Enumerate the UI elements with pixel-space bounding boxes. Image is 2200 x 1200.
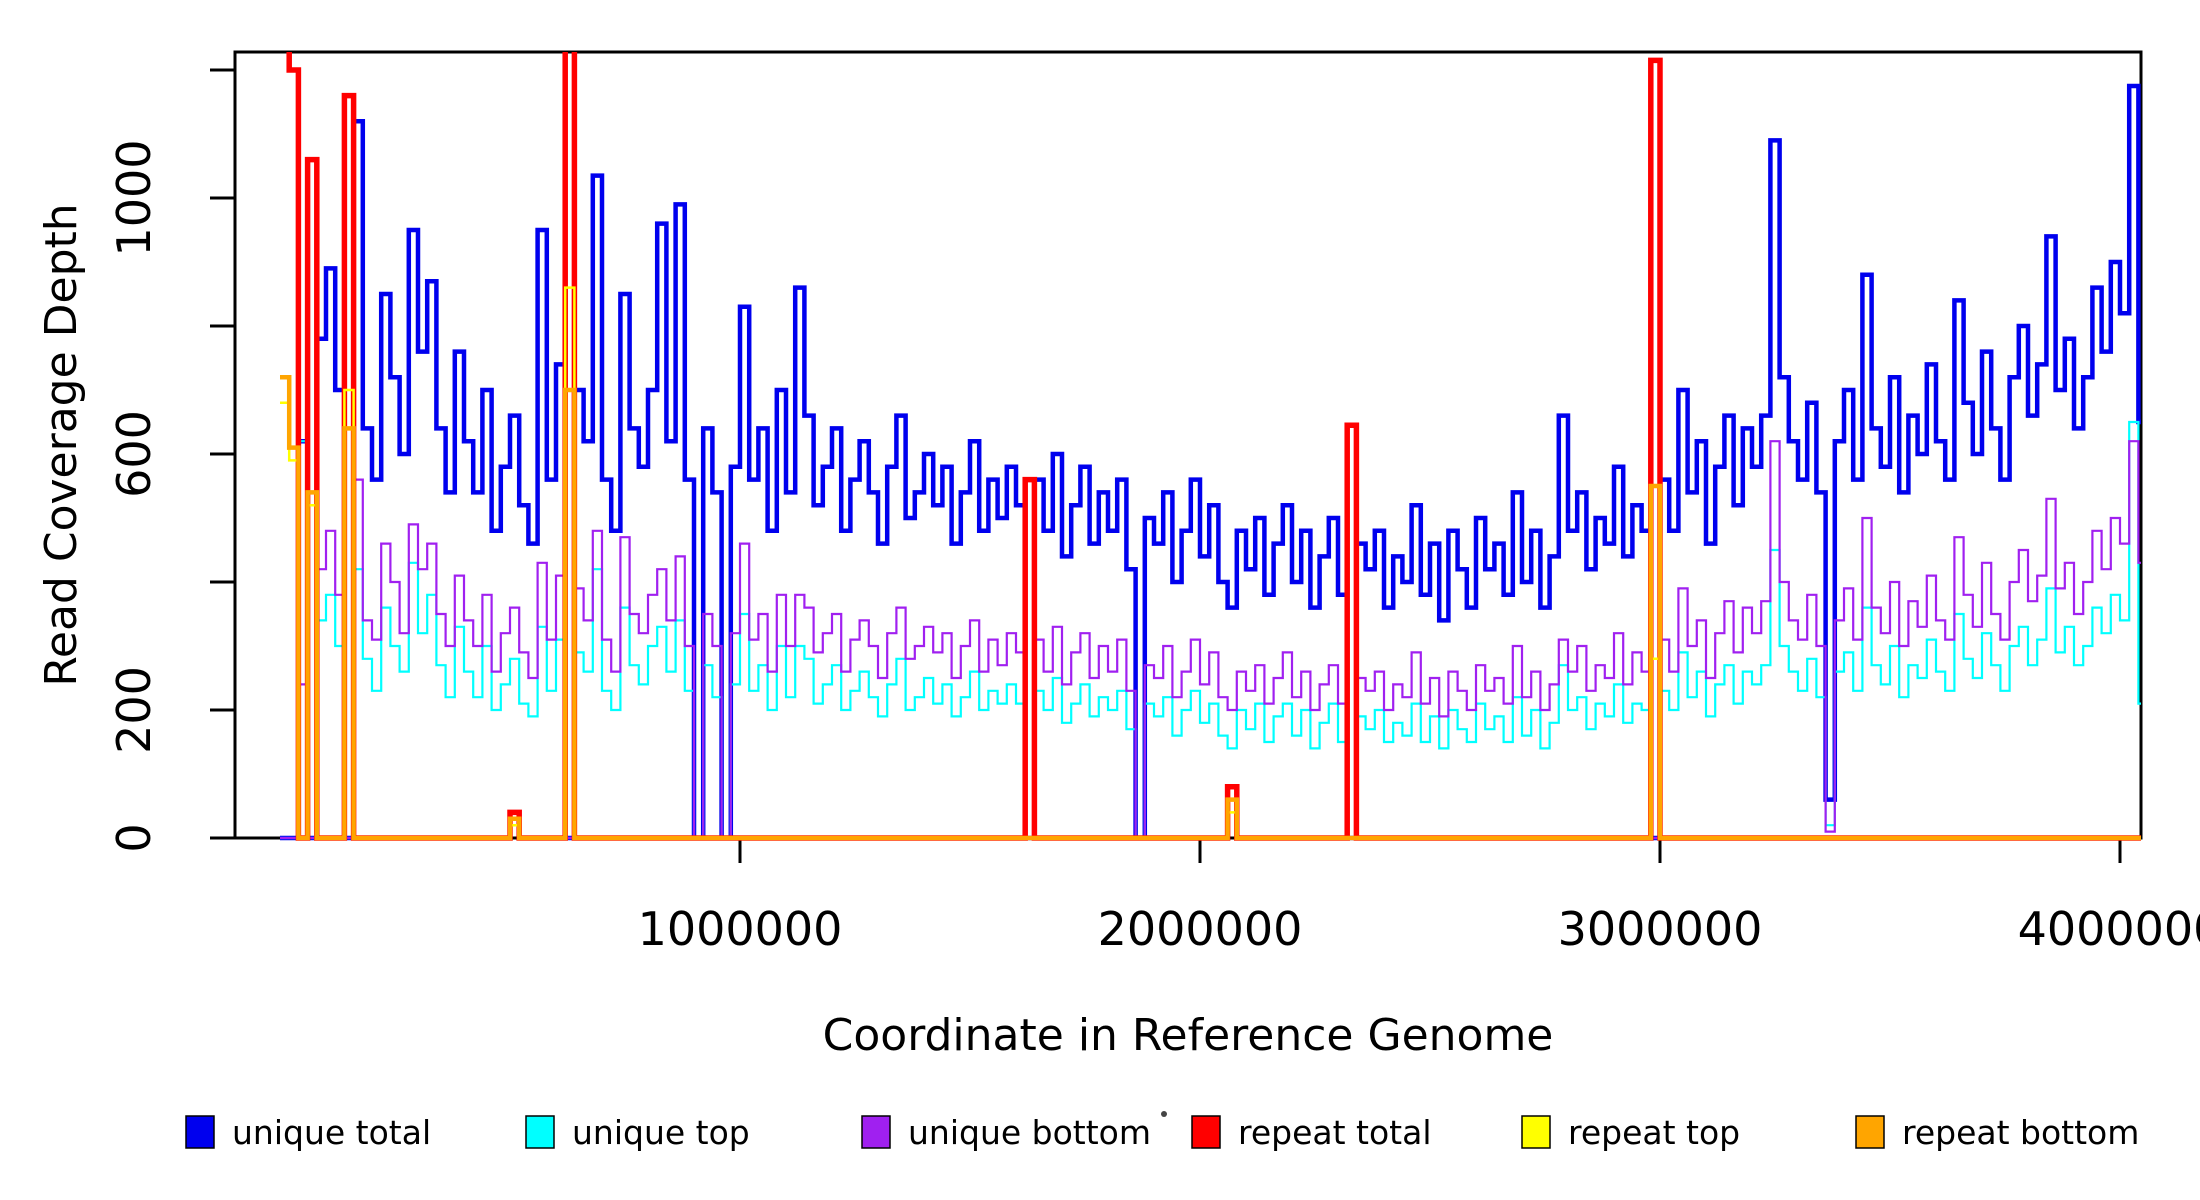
legend-label: unique total bbox=[232, 1113, 431, 1152]
legend-swatch-repeat-total bbox=[1191, 1115, 1221, 1149]
series-repeat-top bbox=[280, 286, 2141, 840]
series-unique-total bbox=[280, 83, 2141, 841]
legend-swatch-repeat-top bbox=[1521, 1115, 1551, 1149]
legend-label: unique bottom bbox=[908, 1113, 1151, 1152]
stray-dot bbox=[1161, 1111, 1167, 1117]
legend-item-unique-total: unique total bbox=[185, 1113, 431, 1152]
x-tick-label: 1000000 bbox=[638, 902, 843, 956]
legend-swatch-unique-total bbox=[185, 1115, 215, 1149]
x-axis-title: Coordinate in Reference Genome bbox=[823, 1010, 1554, 1061]
legend-label: repeat top bbox=[1568, 1113, 1740, 1152]
legend-swatch-unique-top bbox=[525, 1115, 555, 1149]
legend-label: repeat total bbox=[1238, 1113, 1432, 1152]
y-tick-label: 0 bbox=[107, 823, 161, 852]
legend-swatch-unique-bottom bbox=[861, 1115, 891, 1149]
series-unique-top bbox=[280, 420, 2141, 840]
legend-item-repeat-bottom: repeat bottom bbox=[1855, 1113, 2139, 1152]
x-tick-label: 3000000 bbox=[1558, 902, 1763, 956]
legend-swatch-repeat-bottom bbox=[1855, 1115, 1885, 1149]
series-repeat-bottom bbox=[280, 374, 2141, 841]
legend-label: repeat bottom bbox=[1902, 1113, 2139, 1152]
legend-item-unique-bottom: unique bottom bbox=[861, 1113, 1151, 1152]
series-unique-bottom bbox=[280, 440, 2141, 840]
legend-item-repeat-total: repeat total bbox=[1191, 1113, 1432, 1152]
legend: unique total unique top unique bottom repea… bbox=[185, 1113, 2139, 1152]
legend-label: unique top bbox=[572, 1113, 750, 1152]
y-tick-label: 600 bbox=[107, 410, 161, 498]
y-tick-label: 200 bbox=[107, 666, 161, 754]
legend-item-unique-top: unique top bbox=[525, 1113, 750, 1152]
series-repeat-total bbox=[286, 52, 2141, 841]
series-layer bbox=[280, 52, 2141, 841]
legend-item-repeat-top: repeat top bbox=[1521, 1113, 1740, 1152]
y-tick-label: 1000 bbox=[107, 139, 161, 256]
y-axis-title: Read Coverage Depth bbox=[36, 203, 87, 686]
x-tick-label: 2000000 bbox=[1098, 902, 1303, 956]
